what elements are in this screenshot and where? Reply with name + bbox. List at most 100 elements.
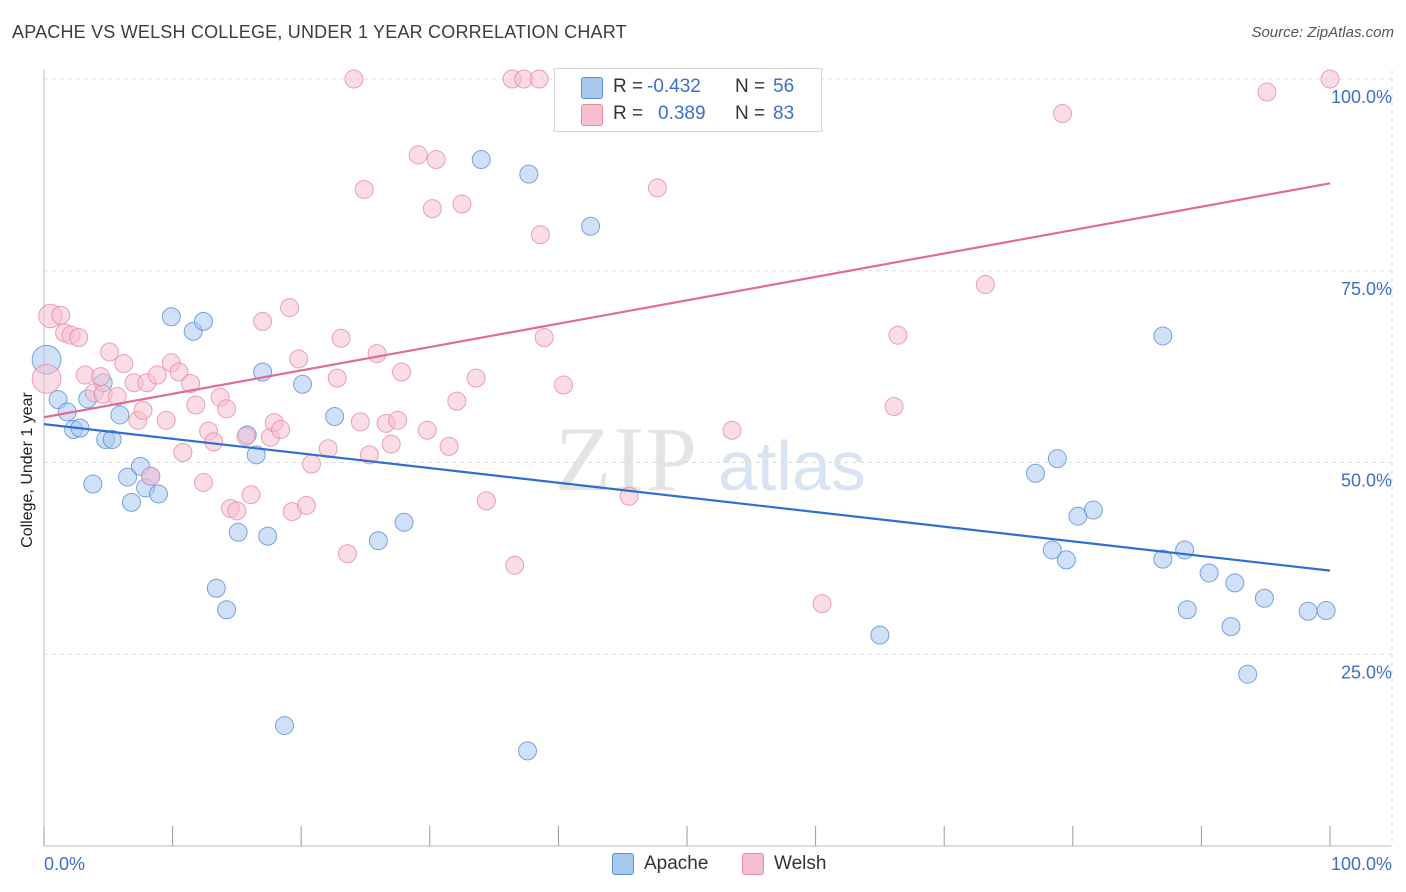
apache-point	[110, 405, 130, 425]
welsh-point	[147, 365, 167, 385]
apache-n-value: 56	[773, 76, 795, 97]
welsh-r-value: 0.389	[658, 103, 706, 124]
welsh-point	[408, 145, 428, 165]
welsh-point	[69, 327, 89, 347]
welsh-point	[318, 439, 338, 459]
welsh-point	[241, 485, 261, 505]
apache-point	[870, 625, 890, 645]
welsh-point	[296, 495, 316, 515]
source-label: Source: ZipAtlas.com	[1251, 24, 1394, 41]
stats-legend: R = -0.432 N = 56 R = 0.389 N = 83	[554, 68, 822, 132]
apache-swatch	[581, 77, 603, 99]
welsh-point	[505, 555, 525, 575]
welsh-point	[439, 436, 459, 456]
welsh-point	[888, 325, 908, 345]
welsh-r-label: R =	[613, 103, 644, 124]
apache-point	[274, 716, 294, 736]
welsh-n-value: 83	[773, 103, 795, 124]
legend-apache: Apache	[612, 852, 708, 876]
apache-point	[206, 578, 226, 598]
welsh-point	[647, 178, 667, 198]
x-tick-label: 0.0%	[44, 854, 85, 874]
welsh-point	[227, 501, 247, 521]
welsh-point	[350, 412, 370, 432]
axes	[43, 70, 1392, 847]
welsh-point	[447, 391, 467, 411]
welsh-point	[1053, 104, 1073, 124]
welsh-point	[1257, 82, 1277, 102]
apache-point	[1254, 588, 1274, 608]
welsh-point	[354, 179, 374, 199]
welsh-point	[530, 225, 550, 245]
apache-point	[1056, 550, 1076, 570]
welsh-point	[426, 150, 446, 170]
apache-point	[1042, 540, 1062, 560]
y-tick-label: 25.0%	[1341, 662, 1392, 682]
welsh-point	[114, 354, 134, 374]
welsh-point	[156, 410, 176, 430]
welsh-point	[181, 373, 201, 393]
welsh-point	[337, 544, 357, 564]
welsh-point	[271, 420, 291, 440]
apache-point	[217, 600, 237, 620]
apache-point	[292, 374, 312, 394]
apache-point	[1199, 563, 1219, 583]
welsh-point	[884, 397, 904, 417]
welsh-points	[31, 69, 1340, 614]
watermark: ZIP atlas	[555, 408, 866, 510]
apache-point	[519, 164, 539, 184]
welsh-point	[466, 368, 486, 388]
welsh-point	[301, 454, 321, 474]
welsh-point	[381, 434, 401, 454]
welsh-point	[529, 69, 549, 89]
welsh-point	[217, 399, 237, 419]
welsh-point	[141, 466, 161, 486]
welsh-point	[331, 328, 351, 348]
welsh-point	[392, 362, 412, 382]
apache-point	[1047, 449, 1067, 469]
welsh-point	[236, 426, 256, 446]
welsh-point	[476, 491, 496, 511]
welsh-point	[344, 69, 364, 89]
apache-point	[246, 445, 266, 465]
apache-point	[325, 406, 345, 426]
apache-point	[1225, 573, 1245, 593]
apache-point	[1238, 664, 1258, 684]
welsh-point	[173, 443, 193, 463]
apache-point	[394, 512, 414, 532]
apache-r-label: R =	[613, 76, 644, 97]
legend-welsh: Welsh	[742, 852, 826, 876]
welsh-n-label: N =	[735, 103, 766, 124]
apache-point	[518, 741, 538, 761]
apache-n-label: N =	[735, 76, 766, 97]
welsh-point	[193, 472, 213, 492]
welsh-point	[722, 420, 742, 440]
apache-point	[1175, 540, 1195, 560]
y-tick-label: 75.0%	[1341, 279, 1392, 299]
welsh-point	[534, 327, 554, 347]
trend-lines	[43, 182, 1331, 572]
apache-point	[258, 526, 278, 546]
apache-points	[31, 150, 1336, 761]
apache-point	[228, 522, 248, 542]
apache-point	[1177, 600, 1197, 620]
y-tick-label: 50.0%	[1341, 471, 1392, 491]
apache-point	[1026, 463, 1046, 483]
apache-point	[1298, 601, 1318, 621]
welsh-point	[253, 311, 273, 331]
apache-point	[1153, 549, 1173, 569]
legend-welsh-swatch	[742, 853, 764, 875]
apache-point	[1221, 617, 1241, 637]
welsh-point	[133, 400, 153, 420]
x-tick-label: 100.0%	[1331, 854, 1392, 874]
welsh-point	[417, 420, 437, 440]
apache-point	[161, 307, 181, 327]
welsh-point	[975, 275, 995, 295]
welsh-point	[186, 395, 206, 415]
welsh-point	[327, 368, 347, 388]
apache-point	[121, 492, 141, 512]
y-tick-label: 100.0%	[1331, 87, 1392, 107]
chart-title: APACHE VS WELSH COLLEGE, UNDER 1 YEAR CO…	[12, 22, 627, 42]
welsh-point	[31, 363, 62, 394]
